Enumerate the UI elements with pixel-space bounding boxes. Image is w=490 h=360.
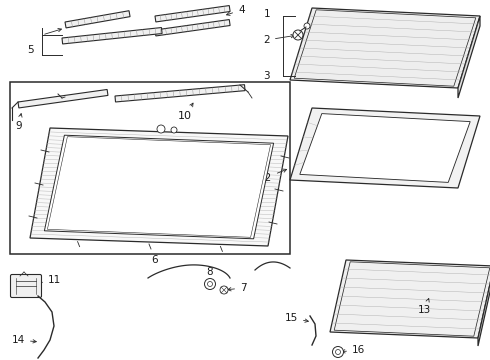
Circle shape	[204, 279, 216, 289]
Circle shape	[293, 30, 303, 40]
Polygon shape	[18, 90, 108, 108]
Text: 11: 11	[32, 275, 61, 285]
Text: 8: 8	[207, 267, 213, 283]
Text: 6: 6	[152, 255, 158, 265]
Polygon shape	[300, 114, 470, 183]
FancyBboxPatch shape	[10, 274, 42, 297]
Text: 3: 3	[264, 71, 270, 81]
Circle shape	[304, 23, 310, 29]
Text: 9: 9	[15, 114, 22, 131]
Text: 15: 15	[285, 313, 308, 323]
Text: 13: 13	[418, 298, 431, 315]
Text: 1: 1	[264, 9, 270, 19]
Polygon shape	[290, 8, 480, 88]
Polygon shape	[155, 5, 230, 22]
Polygon shape	[290, 108, 480, 188]
Circle shape	[333, 346, 343, 357]
Text: 10: 10	[178, 103, 193, 121]
Polygon shape	[62, 28, 162, 44]
Text: 16: 16	[342, 345, 365, 355]
Bar	[10, 82, 290, 254]
Polygon shape	[458, 16, 480, 98]
Polygon shape	[155, 19, 230, 36]
Text: 12: 12	[259, 169, 287, 183]
Polygon shape	[65, 11, 130, 28]
Circle shape	[157, 125, 165, 133]
Text: 14: 14	[12, 335, 36, 345]
Text: 4: 4	[226, 5, 245, 15]
Polygon shape	[30, 128, 288, 246]
Polygon shape	[330, 260, 490, 338]
Circle shape	[207, 282, 213, 287]
Circle shape	[171, 127, 177, 133]
Circle shape	[220, 286, 228, 294]
Text: 5: 5	[26, 45, 33, 55]
Text: 7: 7	[228, 283, 246, 293]
Polygon shape	[115, 85, 245, 102]
Polygon shape	[45, 135, 273, 239]
Text: 2: 2	[264, 35, 294, 45]
Circle shape	[336, 350, 341, 355]
Polygon shape	[478, 266, 490, 346]
